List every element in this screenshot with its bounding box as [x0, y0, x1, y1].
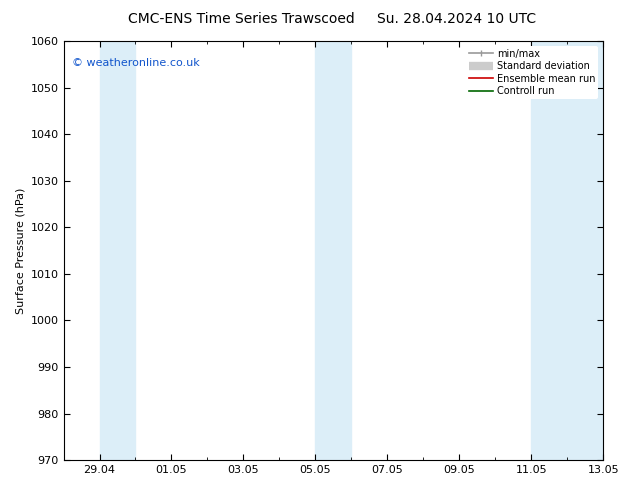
Bar: [100, 41, 136, 460]
Text: Su. 28.04.2024 10 UTC: Su. 28.04.2024 10 UTC: [377, 12, 536, 26]
Bar: [531, 41, 603, 460]
Legend: min/max, Standard deviation, Ensemble mean run, Controll run: min/max, Standard deviation, Ensemble me…: [466, 46, 598, 99]
Text: © weatheronline.co.uk: © weatheronline.co.uk: [72, 58, 199, 68]
Text: CMC-ENS Time Series Trawscoed: CMC-ENS Time Series Trawscoed: [127, 12, 354, 26]
Bar: [315, 41, 351, 460]
Y-axis label: Surface Pressure (hPa): Surface Pressure (hPa): [15, 187, 25, 314]
